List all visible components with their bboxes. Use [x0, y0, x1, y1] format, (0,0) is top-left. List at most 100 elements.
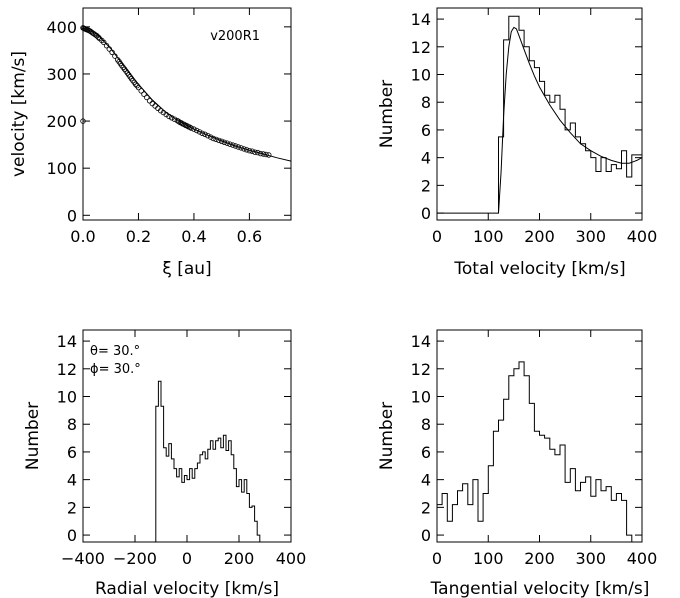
- x-tick-label: 100: [473, 549, 504, 568]
- data-point: [241, 146, 247, 152]
- x-tick-label: 200: [524, 549, 555, 568]
- model-curve: [498, 26, 643, 214]
- data-point: [135, 84, 142, 91]
- x-axis-label: ξ [au]: [162, 259, 211, 279]
- x-axis-label: Tangential velocity [km/s]: [430, 579, 650, 598]
- y-tick-label: 10: [411, 388, 431, 407]
- y-tick-label: 0: [421, 526, 431, 545]
- x-tick-label: 100: [473, 227, 504, 246]
- y-tick-label: 100: [46, 159, 77, 178]
- x-tick-label: 300: [575, 227, 606, 246]
- axis-ticks: 0 100 200 300 400 0 2 4 6 8 10 12 14: [411, 330, 658, 568]
- data-point: [144, 94, 150, 101]
- y-axis-label: Number: [23, 402, 43, 470]
- y-tick-label: 4: [421, 471, 431, 490]
- theta-annotation: θ= 30.°: [90, 344, 140, 359]
- y-tick-label: 8: [421, 93, 431, 112]
- data-point: [227, 141, 233, 147]
- y-tick-label: 6: [421, 121, 431, 140]
- data-point: [112, 53, 118, 59]
- data-point: [188, 125, 194, 131]
- model-curve: [82, 27, 292, 162]
- data-point: [260, 151, 266, 157]
- y-tick-label: 12: [411, 38, 431, 57]
- data-point: [175, 118, 182, 125]
- plot-frame: [82, 7, 292, 221]
- data-marks: [436, 361, 633, 542]
- y-tick-label: 400: [46, 18, 77, 37]
- data-point: [95, 34, 101, 40]
- data-point: [184, 123, 190, 129]
- x-axis-label: Total velocity [km/s]: [453, 259, 625, 279]
- x-tick-label: −400: [61, 549, 105, 568]
- data-point: [80, 118, 86, 124]
- y-tick-label: 2: [421, 498, 431, 517]
- data-point: [166, 113, 172, 120]
- data-point: [246, 147, 253, 154]
- axis-ticks: −400 −200 0 200 400 0 2 4 6 8 10 12 14: [57, 330, 306, 568]
- y-tick-label: 200: [46, 112, 77, 131]
- x-tick-label: 0.0: [70, 227, 95, 246]
- data-point: [191, 126, 197, 132]
- x-tick-label: 300: [575, 549, 606, 568]
- y-tick-label: 14: [411, 10, 431, 29]
- data-point: [221, 139, 228, 145]
- data-point: [146, 98, 153, 104]
- data-marks: [155, 380, 261, 542]
- y-tick-label: 0: [67, 526, 77, 545]
- y-tick-label: 14: [411, 332, 431, 351]
- data-point: [168, 115, 175, 121]
- histogram-steps: [436, 361, 633, 542]
- y-axis-label: Number: [377, 80, 397, 148]
- data-point: [230, 142, 236, 148]
- data-point: [138, 88, 144, 94]
- y-tick-label: 10: [57, 388, 77, 407]
- y-tick-label: 12: [57, 360, 77, 379]
- y-axis-label: velocity [km/s]: [9, 51, 29, 177]
- histogram-steps: [436, 15, 643, 220]
- x-tick-label: 0.2: [126, 227, 151, 246]
- y-tick-label: 6: [67, 443, 77, 462]
- y-tick-label: 6: [421, 443, 431, 462]
- data-point: [171, 116, 178, 122]
- data-point: [263, 151, 269, 158]
- data-point: [232, 143, 239, 149]
- x-axis-label: Radial velocity [km/s]: [95, 579, 279, 598]
- x-tick-label: 0.6: [237, 227, 262, 246]
- y-axis-label: Number: [377, 402, 397, 470]
- data-point: [243, 147, 250, 153]
- y-tick-label: 4: [67, 471, 77, 490]
- x-tick-label: 400: [627, 549, 658, 568]
- y-tick-label: 4: [421, 149, 431, 168]
- data-point: [202, 131, 208, 137]
- panel-tangential-velocity: Tangential velocity [km/s] Number 0 100 20…: [377, 329, 658, 598]
- data-point: [216, 137, 222, 144]
- y-tick-label: 2: [421, 176, 431, 195]
- data-marks: [436, 15, 643, 220]
- data-point: [196, 129, 203, 135]
- data-point: [255, 149, 261, 156]
- data-point: [103, 43, 110, 49]
- x-tick-label: 0: [432, 227, 442, 246]
- y-tick-label: 12: [411, 360, 431, 379]
- y-tick-label: 8: [421, 415, 431, 434]
- data-point: [249, 148, 255, 154]
- x-tick-label: 0: [432, 549, 442, 568]
- data-point: [141, 91, 147, 97]
- data-point: [218, 138, 225, 144]
- histogram-steps: [155, 380, 261, 542]
- data-point: [181, 121, 187, 128]
- data-point: [210, 135, 216, 142]
- y-tick-label: 0: [67, 206, 77, 225]
- data-point: [235, 144, 241, 150]
- data-point: [224, 140, 230, 146]
- data-point: [101, 39, 107, 46]
- data-point: [178, 120, 185, 126]
- y-tick-label: 14: [57, 332, 77, 351]
- y-tick-label: 300: [46, 65, 77, 84]
- data-point: [205, 132, 211, 139]
- data-point: [213, 136, 219, 143]
- data-point: [94, 33, 100, 39]
- x-tick-label: 200: [224, 549, 255, 568]
- y-tick-label: 10: [411, 66, 431, 85]
